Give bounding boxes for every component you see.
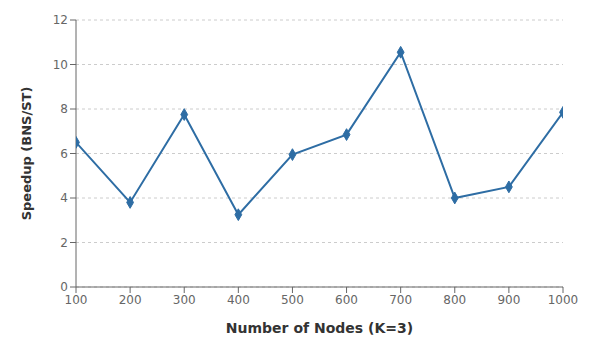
svg-text:2: 2 bbox=[60, 236, 68, 250]
svg-text:0: 0 bbox=[60, 280, 68, 294]
svg-text:900: 900 bbox=[497, 293, 520, 307]
svg-text:300: 300 bbox=[173, 293, 196, 307]
svg-text:8: 8 bbox=[60, 102, 68, 116]
svg-text:100: 100 bbox=[65, 293, 88, 307]
svg-text:600: 600 bbox=[335, 293, 358, 307]
svg-text:200: 200 bbox=[119, 293, 142, 307]
svg-text:500: 500 bbox=[281, 293, 304, 307]
svg-text:4: 4 bbox=[60, 191, 68, 205]
svg-text:1000: 1000 bbox=[548, 293, 579, 307]
svg-text:700: 700 bbox=[389, 293, 412, 307]
svg-text:10: 10 bbox=[53, 58, 68, 72]
svg-text:12: 12 bbox=[53, 13, 68, 27]
svg-text:800: 800 bbox=[443, 293, 466, 307]
svg-text:Speedup (BNS/ST): Speedup (BNS/ST) bbox=[19, 87, 34, 221]
svg-text:400: 400 bbox=[227, 293, 250, 307]
svg-text:6: 6 bbox=[60, 147, 68, 161]
svg-text:Number of Nodes (K=3): Number of Nodes (K=3) bbox=[226, 320, 413, 336]
